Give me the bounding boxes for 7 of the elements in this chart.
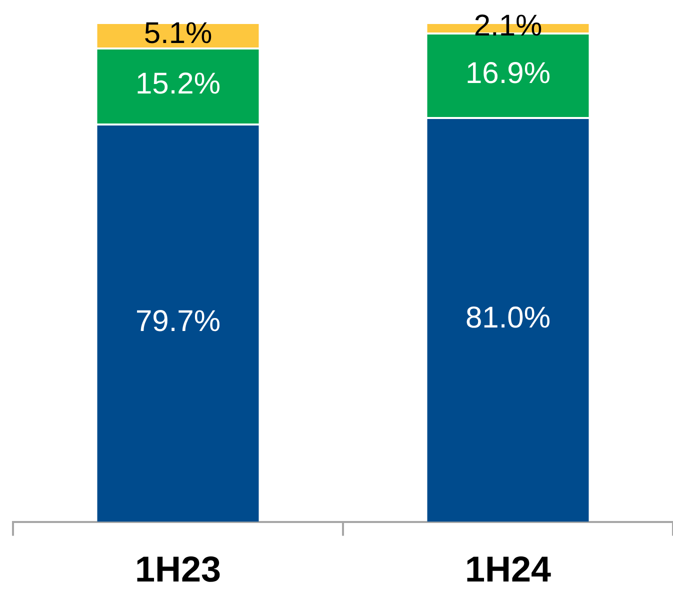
data-label: 79.7%: [135, 304, 221, 338]
data-label: 16.9%: [465, 56, 551, 90]
data-label: 81.0%: [465, 302, 551, 335]
data-label: 15.2%: [135, 68, 221, 101]
x-tick-label: 1H24: [464, 548, 552, 590]
x-tick-label: 1H23: [134, 548, 222, 590]
data-label: 5.1%: [144, 17, 212, 50]
